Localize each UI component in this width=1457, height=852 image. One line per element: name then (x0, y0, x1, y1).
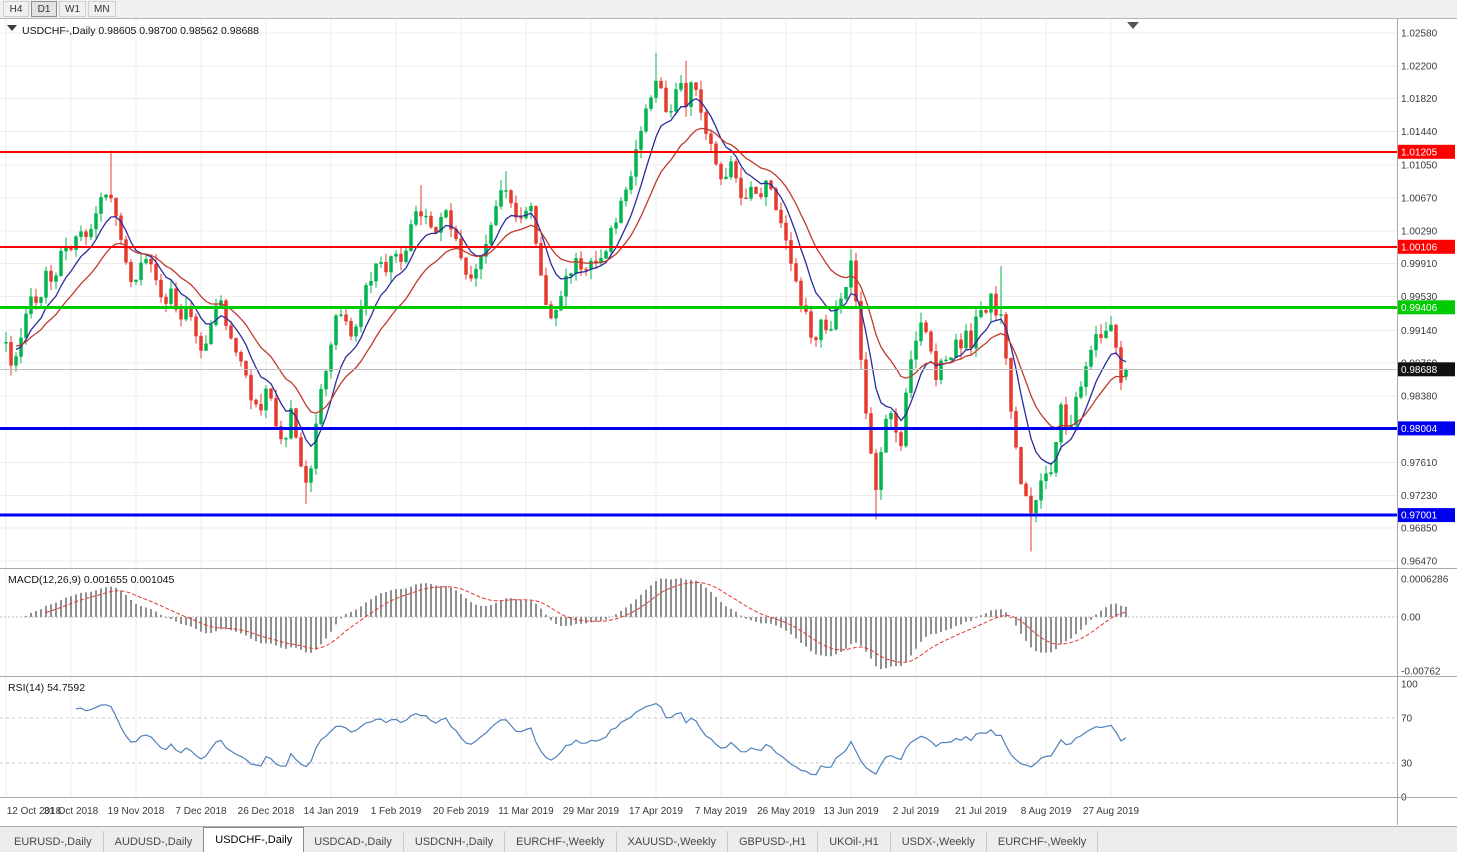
svg-text:1.01050: 1.01050 (1401, 161, 1438, 172)
svg-text:70: 70 (1401, 713, 1413, 724)
svg-text:20 Feb 2019: 20 Feb 2019 (433, 806, 490, 817)
tab-usdcad-daily[interactable]: USDCAD-,Daily (303, 831, 404, 852)
chart-window: 1.02580 1.02200 1.01820 1.01440 1.01050 1.006… (0, 19, 1457, 826)
timeframe-mn-button[interactable]: MN (88, 1, 116, 17)
svg-text:0.99140: 0.99140 (1401, 326, 1438, 337)
level-price-marker (1398, 144, 1455, 159)
svg-text:0.0006286: 0.0006286 (1401, 575, 1449, 586)
svg-text:0.98688: 0.98688 (1401, 365, 1438, 376)
svg-text:0.97001: 0.97001 (1401, 511, 1438, 522)
tab-xauusd-weekly[interactable]: XAUUSD-,Weekly (617, 831, 728, 852)
svg-text:1.00290: 1.00290 (1401, 226, 1438, 237)
svg-text:0.96850: 0.96850 (1401, 524, 1438, 535)
collapse-arrow-icon[interactable] (7, 25, 17, 31)
level-price-marker (1398, 300, 1455, 315)
trading-chart-canvas[interactable]: 1.02580 1.02200 1.01820 1.01440 1.01050 1.006… (0, 19, 1457, 826)
svg-text:100: 100 (1401, 680, 1418, 691)
svg-text:0.98380: 0.98380 (1401, 391, 1438, 402)
chart-background (0, 19, 1457, 826)
svg-text:30: 30 (1401, 759, 1413, 770)
level-price-marker (1398, 508, 1455, 523)
tab-usdchf-daily[interactable]: USDCHF-,Daily (203, 827, 305, 852)
svg-text:14 Jan 2019: 14 Jan 2019 (303, 806, 358, 817)
svg-text:8 Aug 2019: 8 Aug 2019 (1021, 806, 1072, 817)
tab-eurchf-weekly[interactable]: EURCHF-,Weekly (505, 831, 617, 852)
svg-text:1.01205: 1.01205 (1401, 147, 1438, 158)
svg-text:1.02580: 1.02580 (1401, 29, 1438, 40)
tab-audusd-daily[interactable]: AUDUSD-,Daily (104, 831, 205, 852)
chart-title: USDCHF-,Daily 0.98605 0.98700 0.98562 0.… (22, 25, 259, 37)
svg-text:12 Oct 2018: 12 Oct 2018 (7, 806, 62, 817)
svg-text:29 Mar 2019: 29 Mar 2019 (563, 806, 620, 817)
svg-text:1 Feb 2019: 1 Feb 2019 (371, 806, 422, 817)
svg-text:19 Nov 2018: 19 Nov 2018 (108, 806, 165, 817)
chart-tab-bar: EURUSD-,Daily AUDUSD-,Daily USDCHF-,Dail… (0, 826, 1457, 852)
tab-eurchf-weekly-2[interactable]: EURCHF-,Weekly (987, 831, 1099, 852)
horizontal-level-lines[interactable] (0, 150, 1397, 517)
svg-text:0.99910: 0.99910 (1401, 259, 1438, 270)
price-axis: 1.02580 1.02200 1.01820 1.01440 1.01050 1.006… (1398, 29, 1455, 804)
svg-text:1.02200: 1.02200 (1401, 61, 1438, 72)
svg-text:0.97610: 0.97610 (1401, 458, 1438, 469)
svg-text:0.99530: 0.99530 (1401, 292, 1438, 303)
rsi-indicator-label: RSI(14) 54.7592 (8, 682, 85, 694)
svg-text:7 May 2019: 7 May 2019 (695, 806, 748, 817)
timeframe-h4-button[interactable]: H4 (3, 1, 29, 17)
level-price-marker (1398, 421, 1455, 436)
panel-frame (0, 19, 1457, 825)
candles-and-moving-averages (4, 52, 1128, 552)
timeframe-d1-button[interactable]: D1 (31, 1, 57, 17)
svg-text:1.00670: 1.00670 (1401, 194, 1438, 205)
timeframe-toolbar: H4 D1 W1 MN (0, 0, 1457, 19)
current-price-marker (1398, 362, 1455, 377)
chart-shift-marker-icon (1127, 22, 1139, 29)
svg-text:0.98004: 0.98004 (1401, 424, 1438, 435)
macd-indicator-label: MACD(12,26,9) 0.001655 0.001045 (8, 574, 175, 586)
svg-text:7 Dec 2018: 7 Dec 2018 (175, 806, 227, 817)
timeframe-w1-button[interactable]: W1 (59, 1, 86, 17)
svg-text:0.97230: 0.97230 (1401, 491, 1438, 502)
svg-text:0.00: 0.00 (1401, 613, 1421, 624)
svg-text:26 May 2019: 26 May 2019 (757, 806, 815, 817)
tab-usdx-weekly[interactable]: USDX-,Weekly (891, 831, 987, 852)
svg-text:26 Dec 2018: 26 Dec 2018 (238, 806, 295, 817)
svg-text:-0.00762: -0.00762 (1401, 667, 1441, 678)
tab-ukoil-h1[interactable]: UKOil-,H1 (818, 831, 891, 852)
tab-usdcnh-daily[interactable]: USDCNH-,Daily (404, 831, 506, 852)
level-price-marker (1398, 239, 1455, 254)
svg-text:13 Jun 2019: 13 Jun 2019 (823, 806, 878, 817)
svg-text:2 Jul 2019: 2 Jul 2019 (893, 806, 940, 817)
svg-text:17 Apr 2019: 17 Apr 2019 (629, 806, 683, 817)
svg-text:31 Oct 2018: 31 Oct 2018 (44, 806, 99, 817)
svg-text:21 Jul 2019: 21 Jul 2019 (955, 806, 1007, 817)
macd-rsi-indicators (0, 578, 1397, 776)
svg-text:1.00106: 1.00106 (1401, 242, 1438, 253)
tab-gbpusd-h1[interactable]: GBPUSD-,H1 (728, 831, 819, 852)
svg-text:0.96470: 0.96470 (1401, 557, 1438, 568)
svg-text:11 Mar 2019: 11 Mar 2019 (498, 806, 554, 817)
svg-text:27 Aug 2019: 27 Aug 2019 (1083, 806, 1140, 817)
svg-text:1.01820: 1.01820 (1401, 94, 1438, 105)
tab-eurusd-daily[interactable]: EURUSD-,Daily (3, 831, 104, 852)
svg-text:0.99406: 0.99406 (1401, 303, 1438, 314)
svg-text:1.01440: 1.01440 (1401, 127, 1438, 138)
